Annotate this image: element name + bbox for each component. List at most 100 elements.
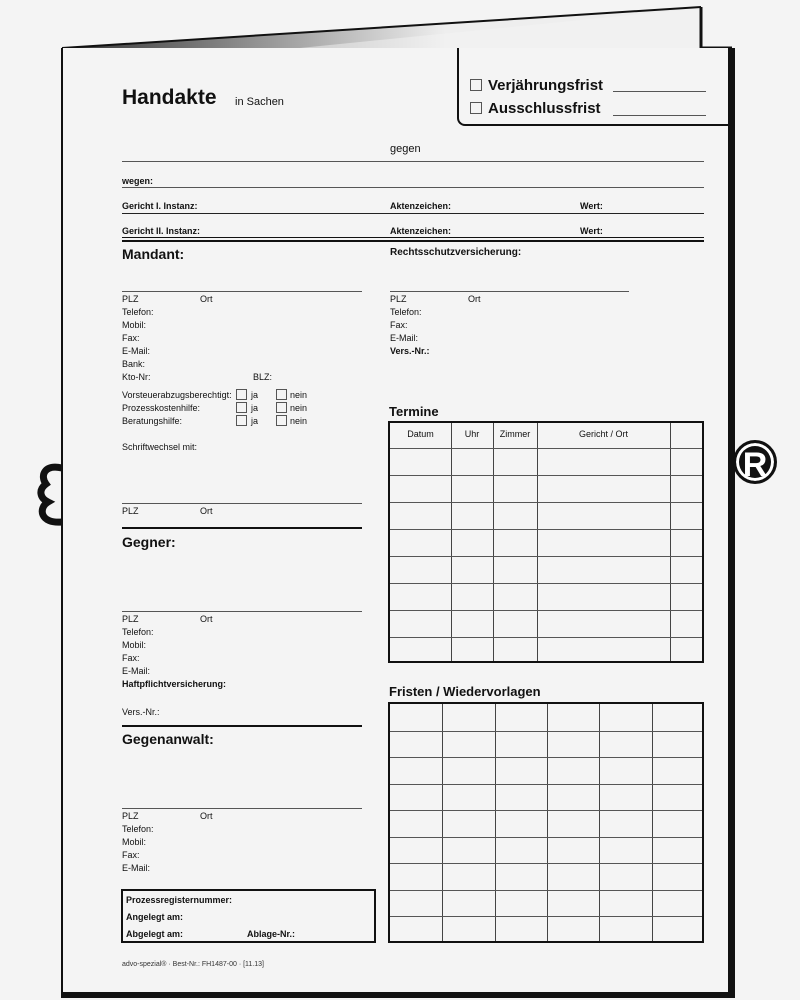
row-divider — [390, 556, 702, 557]
appointment-row[interactable] — [390, 449, 702, 475]
client-fax: Fax: — [122, 333, 140, 343]
client-bank: Bank: — [122, 359, 146, 369]
question-q3: Beratungshilfe: — [122, 416, 183, 426]
q2-no-checkbox[interactable] — [276, 402, 287, 413]
registry-created: Angelegt am: — [126, 912, 184, 922]
page-title: Handakte — [122, 86, 217, 109]
column-header: Gericht / Ort — [578, 429, 628, 439]
cns-plz: PLZ — [122, 811, 139, 821]
column-divider — [451, 423, 452, 661]
subtitle: in Sachen — [235, 96, 284, 108]
column-divider — [547, 704, 548, 941]
client-email: E-Mail: — [122, 346, 151, 356]
row-divider — [390, 889, 702, 891]
cns-mobile: Mobil: — [122, 837, 147, 847]
yes-label: ja — [251, 416, 259, 426]
file-no-label: Aktenzeichen: — [390, 201, 452, 211]
ins-email: E-Mail: — [390, 333, 419, 343]
appointment-row[interactable] — [390, 557, 702, 583]
corr-plz: PLZ — [122, 506, 139, 516]
exclusion-checkbox[interactable] — [470, 102, 482, 114]
client-blz: BLZ: — [253, 372, 273, 382]
registry-archive-no: Ablage-Nr.: — [247, 929, 296, 939]
appointment-row[interactable] — [390, 611, 702, 637]
client-phone: Telefon: — [122, 307, 154, 317]
row-divider — [390, 836, 702, 838]
deadline-row[interactable] — [390, 916, 702, 942]
cns-phone: Telefon: — [122, 824, 154, 834]
row-divider — [390, 502, 702, 503]
opp-ort: Ort — [200, 614, 213, 624]
cns-email: E-Mail: — [122, 863, 151, 873]
value-label: Wert: — [580, 201, 603, 211]
limitation-checkbox[interactable] — [470, 79, 482, 91]
column-divider — [537, 423, 538, 661]
appointments-table: Datum Uhr Zimmer Gericht / Ort — [388, 421, 704, 663]
row-divider — [390, 783, 702, 785]
exclusion-label: Ausschlussfrist — [488, 100, 601, 117]
column-divider — [670, 423, 671, 661]
row-divider — [390, 916, 702, 917]
opp-fax: Fax: — [122, 653, 140, 663]
counsel-heading: Gegenanwalt: — [122, 731, 214, 747]
appointment-row[interactable] — [390, 530, 702, 556]
no-label: nein — [290, 416, 308, 426]
registry-number: Prozessregisternummer: — [126, 895, 233, 905]
row-divider — [390, 863, 702, 864]
appointment-row[interactable] — [390, 503, 702, 529]
appointment-row[interactable] — [390, 584, 702, 610]
column-divider — [495, 704, 496, 941]
row-divider — [390, 583, 702, 584]
client-mobile: Mobil: — [122, 320, 147, 330]
opponent-heading: Gegner: — [122, 534, 176, 550]
deadline-row[interactable] — [390, 810, 702, 836]
deadline-row[interactable] — [390, 863, 702, 889]
corr-ort: Ort — [200, 506, 213, 516]
opp-liability: Haftpflichtversicherung: — [122, 679, 227, 689]
q3-no-checkbox[interactable] — [276, 415, 287, 426]
deadline-row[interactable] — [390, 757, 702, 783]
q1-no-checkbox[interactable] — [276, 389, 287, 400]
registry-box — [121, 889, 376, 943]
client-ort: Ort — [200, 294, 213, 304]
column-header: Datum — [407, 429, 434, 439]
deadline-row[interactable] — [390, 731, 702, 757]
deadline-row[interactable] — [390, 704, 702, 730]
cns-fax: Fax: — [122, 850, 140, 860]
column-divider — [493, 423, 494, 661]
court1-label: Gericht I. Instanz: — [122, 201, 198, 211]
q1-yes-checkbox[interactable] — [236, 389, 247, 400]
insurance-heading: Rechtsschutzversicherung: — [390, 247, 522, 258]
row-divider — [390, 730, 702, 732]
client-account: Kto-Nr: — [122, 372, 151, 382]
client-plz: PLZ — [122, 294, 139, 304]
deadline-row[interactable] — [390, 837, 702, 863]
deadline-row[interactable] — [390, 784, 702, 810]
row-divider — [390, 637, 702, 638]
form-page — [61, 48, 735, 998]
q3-yes-checkbox[interactable] — [236, 415, 247, 426]
row-divider — [390, 529, 702, 530]
court2-label: Gericht II. Instanz: — [122, 226, 201, 236]
ins-phone: Telefon: — [390, 307, 422, 317]
deadline-row[interactable] — [390, 890, 702, 916]
registry-archived: Abgelegt am: — [126, 929, 184, 939]
column-divider — [599, 704, 600, 941]
footer-text: advo-spezial® · Best-Nr.: FH1487-00 · [1… — [122, 961, 264, 968]
appointment-row[interactable] — [390, 638, 702, 664]
deadline-tab — [457, 48, 733, 126]
appointment-row[interactable] — [390, 476, 702, 502]
column-header: Zimmer — [499, 429, 531, 439]
limitation-label: Verjährungsfrist — [488, 77, 604, 94]
cns-ort: Ort — [200, 811, 213, 821]
q2-yes-checkbox[interactable] — [236, 402, 247, 413]
ins-ort: Ort — [468, 294, 481, 304]
opp-policy: Vers.-Nr.: — [122, 707, 160, 717]
appointments-heading: Termine — [389, 404, 439, 419]
opp-email: E-Mail: — [122, 666, 151, 676]
ins-plz: PLZ — [390, 294, 407, 304]
yes-label: ja — [251, 390, 259, 400]
column-header: Uhr — [464, 429, 480, 439]
client-heading: Mandant: — [122, 246, 185, 262]
ins-fax: Fax: — [390, 320, 408, 330]
